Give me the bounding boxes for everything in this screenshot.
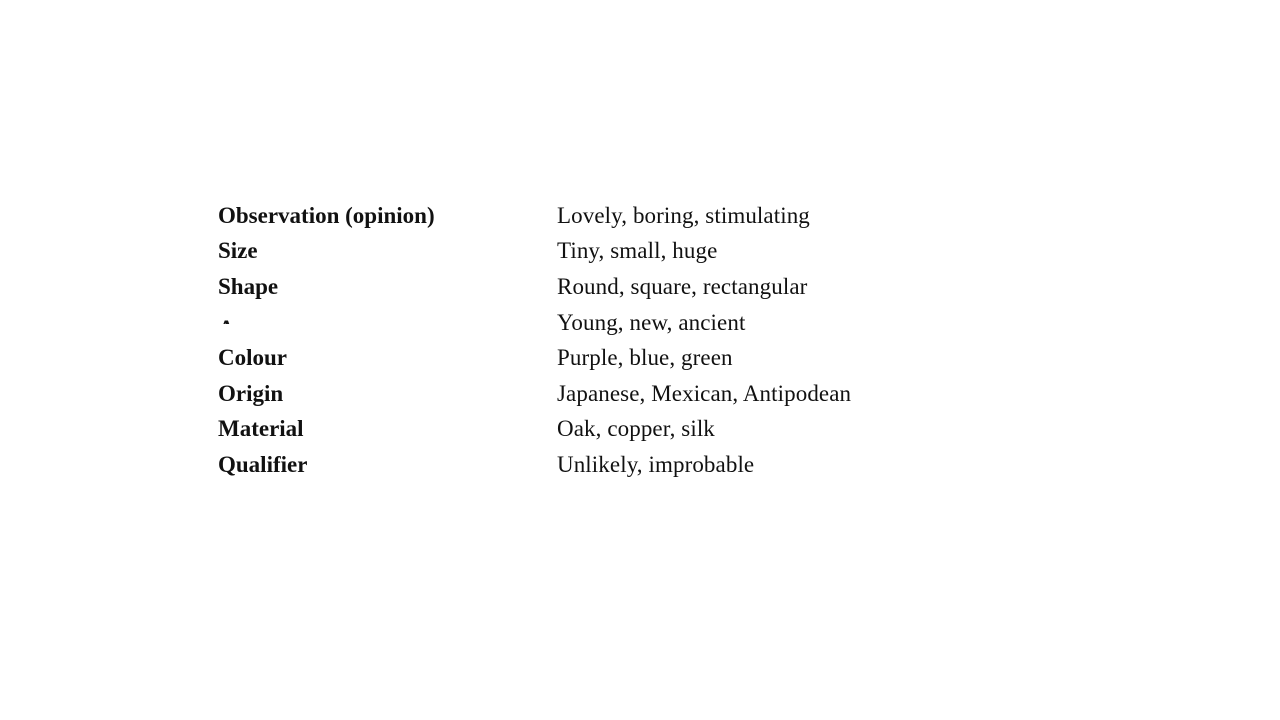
table-row: Origin Japanese, Mexican, Antipodean <box>218 376 851 412</box>
examples-cell: Lovely, boring, stimulating <box>557 202 810 228</box>
table-row: Colour Purple, blue, green <box>218 340 851 376</box>
category-cell: Age <box>218 305 557 341</box>
examples-cell: Oak, copper, silk <box>557 416 715 442</box>
examples-cell: Round, square, rectangular <box>557 273 808 299</box>
adjective-order-table: Observation (opinion) Lovely, boring, st… <box>218 198 851 483</box>
category-cell: Colour <box>218 345 287 371</box>
examples-cell: Japanese, Mexican, Antipodean <box>557 380 852 406</box>
category-cell: Shape <box>218 273 279 299</box>
category-cell: Observation (opinion) <box>218 202 435 228</box>
table-row: Material Oak, copper, silk <box>218 412 851 448</box>
table-row: Qualifier Unlikely, improbable <box>218 447 851 483</box>
category-cell: Size <box>218 238 258 264</box>
examples-cell: Tiny, small, huge <box>557 238 718 264</box>
category-cell: Origin <box>218 380 284 406</box>
category-cell: Qualifier <box>218 451 308 477</box>
examples-cell: Unlikely, improbable <box>557 451 755 477</box>
table-row: Observation (opinion) Lovely, boring, st… <box>218 198 851 234</box>
partially-hidden-category-label: Age <box>218 316 256 324</box>
table-row: Size Tiny, small, huge <box>218 234 851 270</box>
table-row: Shape Round, square, rectangular <box>218 269 851 305</box>
table-row: Age Young, new, ancient <box>218 305 851 341</box>
examples-cell: Purple, blue, green <box>557 345 733 371</box>
category-cell: Material <box>218 416 304 442</box>
examples-cell: Young, new, ancient <box>557 309 746 335</box>
